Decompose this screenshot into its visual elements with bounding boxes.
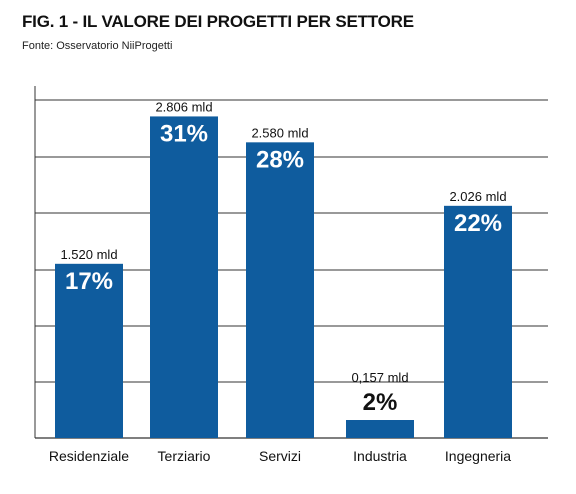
value-label: 2.026 mld bbox=[449, 189, 506, 204]
percent-label: 17% bbox=[65, 268, 113, 295]
category-label: Residenziale bbox=[49, 448, 129, 464]
bar-ingegneria bbox=[444, 205, 512, 438]
category-label: Terziario bbox=[158, 448, 211, 464]
category-label: Industria bbox=[353, 448, 407, 464]
percent-label: 28% bbox=[256, 146, 304, 173]
chart-title: FIG. 1 - IL VALORE DEI PROGETTI PER SETT… bbox=[22, 12, 414, 31]
bar-terziario bbox=[150, 116, 218, 438]
percent-label: 31% bbox=[160, 120, 208, 147]
bar-servizi bbox=[246, 142, 314, 438]
category-label: Ingegneria bbox=[445, 448, 511, 464]
percent-label: 2% bbox=[363, 389, 398, 416]
value-label: 2.580 mld bbox=[251, 125, 308, 140]
bar-residenziale bbox=[55, 263, 123, 438]
value-label: 0,157 mld bbox=[351, 370, 408, 385]
percent-label: 22% bbox=[454, 210, 502, 237]
category-label: Servizi bbox=[259, 448, 301, 464]
value-label: 1.520 mld bbox=[60, 247, 117, 262]
chart-source: Fonte: Osservatorio NiiProgetti bbox=[22, 40, 173, 52]
bar-industria bbox=[346, 420, 414, 438]
value-label: 2.806 mld bbox=[155, 99, 212, 114]
